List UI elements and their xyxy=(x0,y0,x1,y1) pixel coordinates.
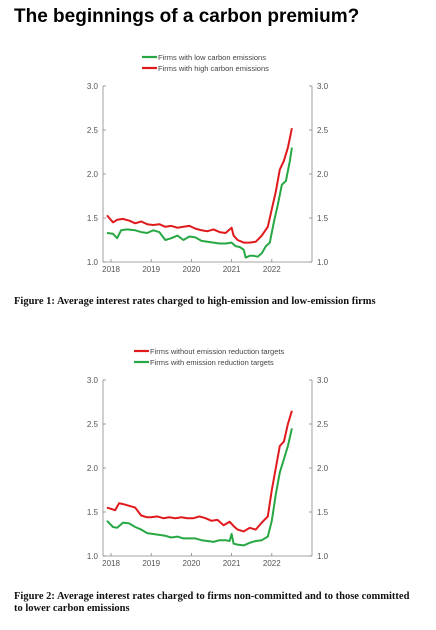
legend-label-1: Firms with emission reduction targets xyxy=(150,358,274,367)
page-title: The beginnings of a carbon premium? xyxy=(14,6,360,27)
y-tick-label-right: 3.0 xyxy=(317,82,329,91)
y-tick-label-left: 3.0 xyxy=(87,376,99,385)
x-tick-label: 2019 xyxy=(142,265,160,274)
chart-targets-vs-no-targets: 1.0 1.0 1.5 1.5 2.0 2.0 2.5 2.5 3.0 3.0 2018 2019 20… xyxy=(87,347,329,568)
y-tick-label-right: 1.5 xyxy=(317,508,329,517)
y-tick-label-left: 2.5 xyxy=(87,420,99,429)
y-tick-label-right: 1.5 xyxy=(317,214,329,223)
y-tick-label-left: 2.5 xyxy=(87,126,99,135)
y-tick-label-right: 1.0 xyxy=(317,552,329,561)
figure-1-caption: Figure 1: Average interest rates charged… xyxy=(14,296,376,307)
y-tick-label-right: 2.0 xyxy=(317,170,329,179)
y-tick-label-left: 3.0 xyxy=(87,82,99,91)
series-line-1 xyxy=(106,127,293,244)
chart-low-vs-high-emission: 1.0 1.0 1.5 1.5 2.0 2.0 2.5 2.5 3.0 3.0 2018 2019 20… xyxy=(87,53,329,274)
x-tick-label: 2021 xyxy=(223,265,241,274)
series-line-0 xyxy=(106,410,293,533)
y-tick-label-left: 1.5 xyxy=(87,508,99,517)
legend-label-0: Firms without emission reduction targets xyxy=(150,347,284,356)
y-tick-label-right: 2.5 xyxy=(317,420,329,429)
legend-label-1: Firms with high carbon emissions xyxy=(158,64,269,73)
legend-label-0: Firms with low carbon emissions xyxy=(158,53,266,62)
y-tick-label-right: 2.0 xyxy=(317,464,329,473)
x-tick-label: 2022 xyxy=(263,559,281,568)
x-tick-label: 2022 xyxy=(263,265,281,274)
y-tick-label-left: 1.5 xyxy=(87,214,99,223)
x-tick-label: 2019 xyxy=(142,559,160,568)
y-tick-label-right: 1.0 xyxy=(317,258,329,267)
x-tick-label: 2018 xyxy=(102,559,120,568)
y-tick-label-left: 2.0 xyxy=(87,170,99,179)
y-tick-label-left: 1.0 xyxy=(87,552,99,561)
x-tick-label: 2020 xyxy=(183,559,201,568)
series-line-0 xyxy=(106,147,293,259)
x-tick-label: 2018 xyxy=(102,265,120,274)
y-tick-label-right: 2.5 xyxy=(317,126,329,135)
figure-2-caption: Figure 2: Average interest rates charged… xyxy=(14,591,410,614)
y-tick-label-right: 3.0 xyxy=(317,376,329,385)
x-tick-label: 2020 xyxy=(183,265,201,274)
y-tick-label-left: 2.0 xyxy=(87,464,99,473)
y-tick-label-left: 1.0 xyxy=(87,258,99,267)
x-tick-label: 2021 xyxy=(223,559,241,568)
series-line-1 xyxy=(106,428,293,547)
